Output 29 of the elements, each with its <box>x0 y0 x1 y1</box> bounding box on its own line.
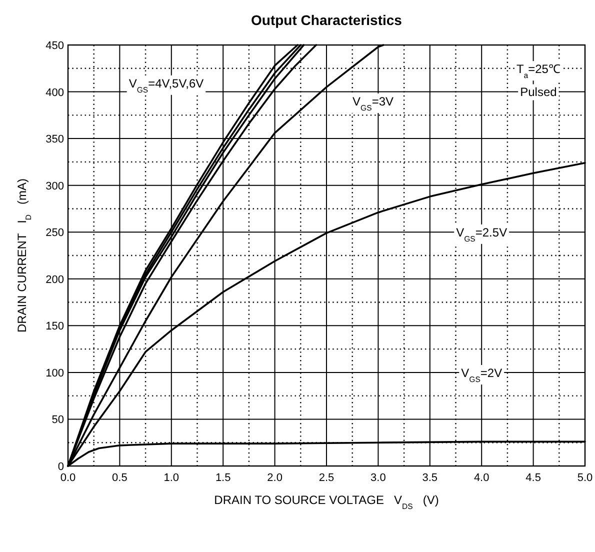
text: DRAIN TO SOURCE VOLTAGE V$_{DS}$ (V) <box>214 493 439 510</box>
annotation: V$_{GS}$=2.5V <box>456 225 508 243</box>
x-tick-label: 1.0 <box>164 472 180 484</box>
y-tick-label: 250 <box>46 227 64 240</box>
y-tick-label: 50 <box>52 414 64 426</box>
annotation: V$_{GS}$=4V,5V,6V <box>128 76 204 94</box>
annotation: V$_{GS}$=2V <box>461 366 502 384</box>
annotation: T$_{a}$=25℃ <box>516 62 560 80</box>
x-tick-label: 3.0 <box>370 472 386 484</box>
y-tick-label: 150 <box>46 320 64 333</box>
y-tick-label: 200 <box>46 274 64 286</box>
y-tick-label: 400 <box>46 86 64 99</box>
x-tick-label: 5.0 <box>577 472 593 484</box>
x-tick-label: 4.5 <box>526 472 541 484</box>
x-tick-label: 2.0 <box>267 472 282 484</box>
y-tick-label: 0 <box>58 461 64 473</box>
x-tick-label: 2.5 <box>318 472 334 484</box>
x-tick-label: 0.5 <box>112 472 128 484</box>
annotation: V$_{GS}$=3V <box>352 94 394 112</box>
y-tick-label: 450 <box>46 40 64 52</box>
annotation: Pulsed <box>520 85 557 100</box>
x-tick-label: 1.5 <box>215 472 231 484</box>
x-tick-label: 0.0 <box>60 472 76 484</box>
x-tick-label: 4.0 <box>474 472 490 484</box>
x-tick-label: 3.5 <box>422 472 438 484</box>
y-tick-label: 350 <box>46 134 64 146</box>
y-tick-label: 100 <box>46 367 64 380</box>
chart-title: Output Characteristics <box>251 12 402 28</box>
y-tick-label: 300 <box>46 180 64 192</box>
